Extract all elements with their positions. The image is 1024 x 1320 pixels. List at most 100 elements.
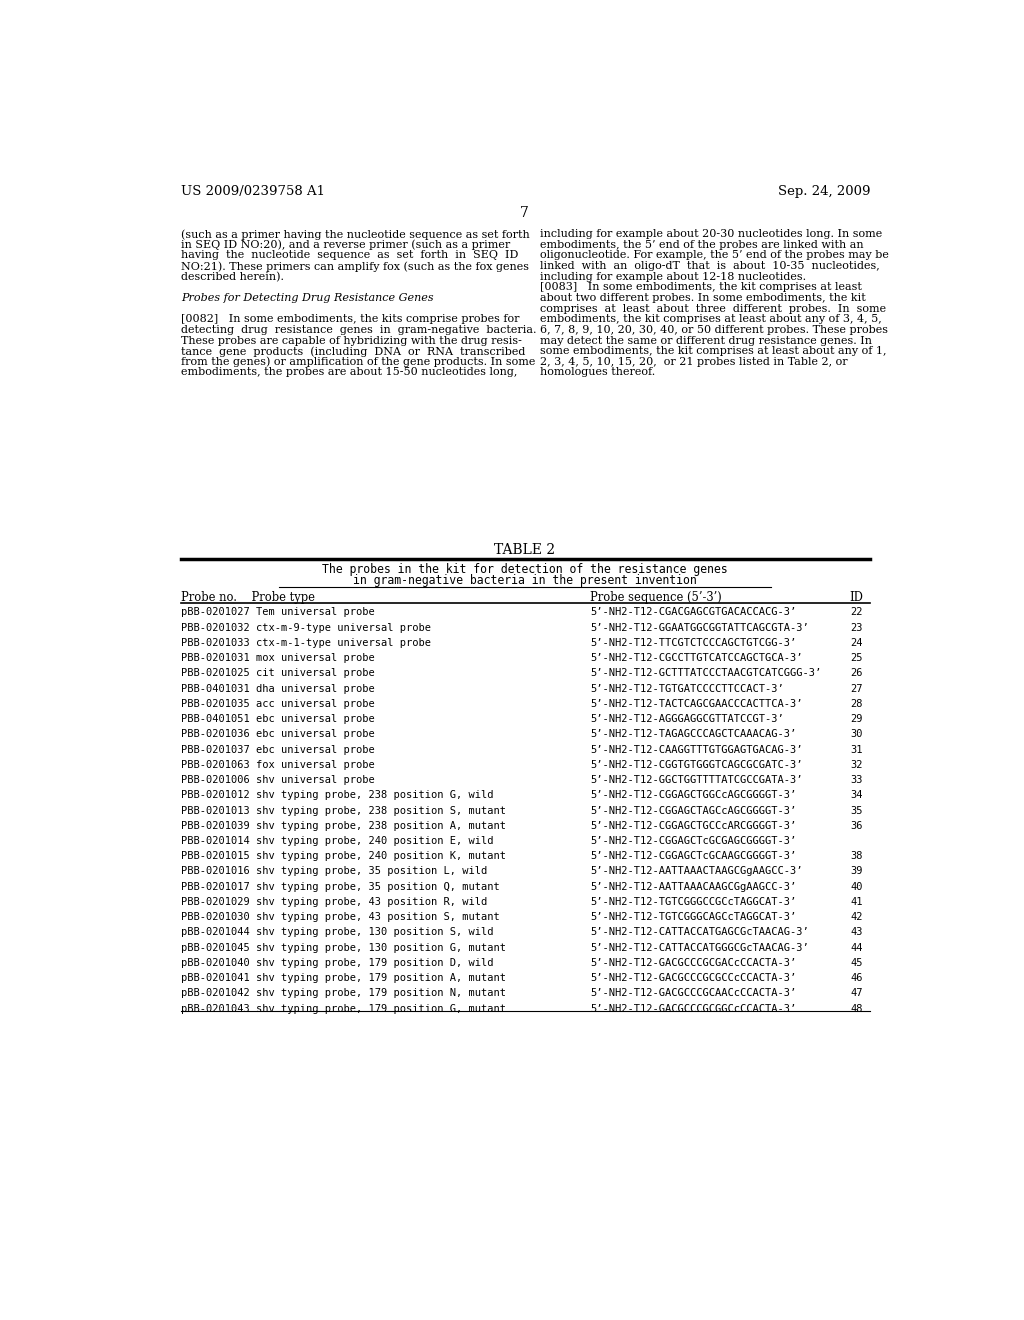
Text: 5’-NH2-T12-TGTGATCCCCTTCCACT-3’: 5’-NH2-T12-TGTGATCCCCTTCCACT-3’ [590, 684, 783, 693]
Text: 5’-NH2-T12-CGGAGCTcGCAAGCGGGGT-3’: 5’-NH2-T12-CGGAGCTcGCAAGCGGGGT-3’ [590, 851, 796, 861]
Text: 32: 32 [850, 760, 862, 770]
Text: 40: 40 [850, 882, 862, 892]
Text: including for example about 12-18 nucleotides.: including for example about 12-18 nucleo… [541, 272, 807, 281]
Text: pBB-0201040 shv typing probe, 179 position D, wild: pBB-0201040 shv typing probe, 179 positi… [180, 958, 494, 968]
Text: (such as a primer having the nucleotide sequence as set forth: (such as a primer having the nucleotide … [180, 230, 529, 240]
Text: tance  gene  products  (including  DNA  or  RNA  transcribed: tance gene products (including DNA or RN… [180, 346, 525, 356]
Text: 5’-NH2-T12-CATTACCATGGGCGcTAACAG-3’: 5’-NH2-T12-CATTACCATGGGCGcTAACAG-3’ [590, 942, 809, 953]
Text: PBB-0201015 shv typing probe, 240 position K, mutant: PBB-0201015 shv typing probe, 240 positi… [180, 851, 506, 861]
Text: PBB-0201012 shv typing probe, 238 position G, wild: PBB-0201012 shv typing probe, 238 positi… [180, 791, 494, 800]
Text: some embodiments, the kit comprises at least about any of 1,: some embodiments, the kit comprises at l… [541, 346, 887, 356]
Text: may detect the same or different drug resistance genes. In: may detect the same or different drug re… [541, 335, 872, 346]
Text: 36: 36 [850, 821, 862, 830]
Text: embodiments, the 5’ end of the probes are linked with an: embodiments, the 5’ end of the probes ar… [541, 240, 864, 249]
Text: Probes for Detecting Drug Resistance Genes: Probes for Detecting Drug Resistance Gen… [180, 293, 433, 304]
Text: linked  with  an  oligo-dT  that  is  about  10-35  nucleotides,: linked with an oligo-dT that is about 10… [541, 261, 880, 271]
Text: 5’-NH2-T12-GGCTGGTTTTATCGCCGATA-3’: 5’-NH2-T12-GGCTGGTTTTATCGCCGATA-3’ [590, 775, 803, 785]
Text: 45: 45 [850, 958, 862, 968]
Text: The probes in the kit for detection of the resistance genes: The probes in the kit for detection of t… [322, 564, 728, 577]
Text: PBB-0201035 acc universal probe: PBB-0201035 acc universal probe [180, 698, 375, 709]
Text: 5’-NH2-T12-GACGCCCGCGCCcCCACTA-3’: 5’-NH2-T12-GACGCCCGCGCCcCCACTA-3’ [590, 973, 796, 983]
Text: pBB-0201042 shv typing probe, 179 position N, mutant: pBB-0201042 shv typing probe, 179 positi… [180, 989, 506, 998]
Text: in gram-negative bacteria in the present invention: in gram-negative bacteria in the present… [353, 574, 696, 587]
Text: 24: 24 [850, 638, 862, 648]
Text: 23: 23 [850, 623, 862, 632]
Text: PBB-0201017 shv typing probe, 35 position Q, mutant: PBB-0201017 shv typing probe, 35 positio… [180, 882, 500, 892]
Text: 5’-NH2-T12-CATTACCATGAGCGcTAACAG-3’: 5’-NH2-T12-CATTACCATGAGCGcTAACAG-3’ [590, 928, 809, 937]
Text: 31: 31 [850, 744, 862, 755]
Text: pBB-0201041 shv typing probe, 179 position A, mutant: pBB-0201041 shv typing probe, 179 positi… [180, 973, 506, 983]
Text: including for example about 20-30 nucleotides long. In some: including for example about 20-30 nucleo… [541, 230, 883, 239]
Text: [0082]   In some embodiments, the kits comprise probes for: [0082] In some embodiments, the kits com… [180, 314, 519, 325]
Text: pBB-0201027 Tem universal probe: pBB-0201027 Tem universal probe [180, 607, 375, 618]
Text: 5’-NH2-T12-GACGCCCGCGGCcCCACTA-3’: 5’-NH2-T12-GACGCCCGCGGCcCCACTA-3’ [590, 1003, 796, 1014]
Text: oligonucleotide. For example, the 5’ end of the probes may be: oligonucleotide. For example, the 5’ end… [541, 251, 889, 260]
Text: 34: 34 [850, 791, 862, 800]
Text: PBB-0201036 ebc universal probe: PBB-0201036 ebc universal probe [180, 729, 375, 739]
Text: 5’-NH2-T12-TGTCGGGCCGCcTAGGCAT-3’: 5’-NH2-T12-TGTCGGGCCGCcTAGGCAT-3’ [590, 898, 796, 907]
Text: TABLE 2: TABLE 2 [495, 544, 555, 557]
Text: PBB-0201063 fox universal probe: PBB-0201063 fox universal probe [180, 760, 375, 770]
Text: 25: 25 [850, 653, 862, 663]
Text: 5’-NH2-T12-AGGGAGGCGTTATCCGT-3’: 5’-NH2-T12-AGGGAGGCGTTATCCGT-3’ [590, 714, 783, 725]
Text: PBB-0201037 ebc universal probe: PBB-0201037 ebc universal probe [180, 744, 375, 755]
Text: 5’-NH2-T12-TACTCAGCGAACCCACTTCA-3’: 5’-NH2-T12-TACTCAGCGAACCCACTTCA-3’ [590, 698, 803, 709]
Text: 38: 38 [850, 851, 862, 861]
Text: 5’-NH2-T12-CGACGAGCGTGACACCACG-3’: 5’-NH2-T12-CGACGAGCGTGACACCACG-3’ [590, 607, 796, 618]
Text: These probes are capable of hybridizing with the drug resis-: These probes are capable of hybridizing … [180, 335, 521, 346]
Text: embodiments, the kit comprises at least about any of 3, 4, 5,: embodiments, the kit comprises at least … [541, 314, 882, 325]
Text: 5’-NH2-T12-CGGAGCTAGCcAGCGGGGT-3’: 5’-NH2-T12-CGGAGCTAGCcAGCGGGGT-3’ [590, 805, 796, 816]
Text: 6, 7, 8, 9, 10, 20, 30, 40, or 50 different probes. These probes: 6, 7, 8, 9, 10, 20, 30, 40, or 50 differ… [541, 325, 888, 335]
Text: PBB-0201006 shv universal probe: PBB-0201006 shv universal probe [180, 775, 375, 785]
Text: 5’-NH2-T12-CGGAGCTGCCcARCGGGGT-3’: 5’-NH2-T12-CGGAGCTGCCcARCGGGGT-3’ [590, 821, 796, 830]
Text: PBB-0201014 shv typing probe, 240 position E, wild: PBB-0201014 shv typing probe, 240 positi… [180, 836, 494, 846]
Text: 27: 27 [850, 684, 862, 693]
Text: 5’-NH2-T12-CGCCTTGTCATCCAGCTGCA-3’: 5’-NH2-T12-CGCCTTGTCATCCAGCTGCA-3’ [590, 653, 803, 663]
Text: PBB-0201013 shv typing probe, 238 position S, mutant: PBB-0201013 shv typing probe, 238 positi… [180, 805, 506, 816]
Text: 5’-NH2-T12-CGGAGCTGGCcAGCGGGGT-3’: 5’-NH2-T12-CGGAGCTGGCcAGCGGGGT-3’ [590, 791, 796, 800]
Text: in SEQ ID NO:20), and a reverse primer (such as a primer: in SEQ ID NO:20), and a reverse primer (… [180, 240, 510, 251]
Text: detecting  drug  resistance  genes  in  gram-negative  bacteria.: detecting drug resistance genes in gram-… [180, 325, 537, 335]
Text: 5’-NH2-T12-TAGAGCCCAGCTCAAACAG-3’: 5’-NH2-T12-TAGAGCCCAGCTCAAACAG-3’ [590, 729, 796, 739]
Text: 7: 7 [520, 206, 529, 220]
Text: 41: 41 [850, 898, 862, 907]
Text: pBB-0201045 shv typing probe, 130 position G, mutant: pBB-0201045 shv typing probe, 130 positi… [180, 942, 506, 953]
Text: 5’-NH2-T12-CAAGGTTTGTGGAGTGACAG-3’: 5’-NH2-T12-CAAGGTTTGTGGAGTGACAG-3’ [590, 744, 803, 755]
Text: 29: 29 [850, 714, 862, 725]
Text: 42: 42 [850, 912, 862, 923]
Text: from the genes) or amplification of the gene products. In some: from the genes) or amplification of the … [180, 356, 536, 367]
Text: 5’-NH2-T12-GACGCCCGCAACcCCACTA-3’: 5’-NH2-T12-GACGCCCGCAACcCCACTA-3’ [590, 989, 796, 998]
Text: 22: 22 [850, 607, 862, 618]
Text: 5’-NH2-T12-GGAATGGCGGTATTCAGCGTA-3’: 5’-NH2-T12-GGAATGGCGGTATTCAGCGTA-3’ [590, 623, 809, 632]
Text: PBB-0201016 shv typing probe, 35 position L, wild: PBB-0201016 shv typing probe, 35 positio… [180, 866, 487, 876]
Text: 30: 30 [850, 729, 862, 739]
Text: PBB-0201029 shv typing probe, 43 position R, wild: PBB-0201029 shv typing probe, 43 positio… [180, 898, 487, 907]
Text: PBB-0201031 mox universal probe: PBB-0201031 mox universal probe [180, 653, 375, 663]
Text: NO:21). These primers can amplify fox (such as the fox genes: NO:21). These primers can amplify fox (s… [180, 261, 528, 272]
Text: 44: 44 [850, 942, 862, 953]
Text: 35: 35 [850, 805, 862, 816]
Text: PBB-0201039 shv typing probe, 238 position A, mutant: PBB-0201039 shv typing probe, 238 positi… [180, 821, 506, 830]
Text: PBB-0401051 ebc universal probe: PBB-0401051 ebc universal probe [180, 714, 375, 725]
Text: 5’-NH2-T12-AATTAAACTAAGCGgAAGCC-3’: 5’-NH2-T12-AATTAAACTAAGCGgAAGCC-3’ [590, 866, 803, 876]
Text: 43: 43 [850, 928, 862, 937]
Text: 33: 33 [850, 775, 862, 785]
Text: pBB-0201044 shv typing probe, 130 position S, wild: pBB-0201044 shv typing probe, 130 positi… [180, 928, 494, 937]
Text: comprises  at  least  about  three  different  probes.  In  some: comprises at least about three different… [541, 304, 887, 314]
Text: 2, 3, 4, 5, 10, 15, 20,  or 21 probes listed in Table 2, or: 2, 3, 4, 5, 10, 15, 20, or 21 probes lis… [541, 356, 848, 367]
Text: Probe sequence (5’-3’): Probe sequence (5’-3’) [590, 591, 722, 605]
Text: 5’-NH2-T12-GCTTTATCCCTAACGTCATCGGG-3’: 5’-NH2-T12-GCTTTATCCCTAACGTCATCGGG-3’ [590, 668, 821, 678]
Text: 47: 47 [850, 989, 862, 998]
Text: embodiments, the probes are about 15-50 nucleotides long,: embodiments, the probes are about 15-50 … [180, 367, 517, 378]
Text: PBB-0201032 ctx-m-9-type universal probe: PBB-0201032 ctx-m-9-type universal probe [180, 623, 431, 632]
Text: PBB-0201030 shv typing probe, 43 position S, mutant: PBB-0201030 shv typing probe, 43 positio… [180, 912, 500, 923]
Text: 46: 46 [850, 973, 862, 983]
Text: ID: ID [849, 591, 862, 605]
Text: PBB-0401031 dha universal probe: PBB-0401031 dha universal probe [180, 684, 375, 693]
Text: 26: 26 [850, 668, 862, 678]
Text: Sep. 24, 2009: Sep. 24, 2009 [778, 185, 870, 198]
Text: 39: 39 [850, 866, 862, 876]
Text: Probe no.    Probe type: Probe no. Probe type [180, 591, 314, 605]
Text: 48: 48 [850, 1003, 862, 1014]
Text: homologues thereof.: homologues thereof. [541, 367, 655, 378]
